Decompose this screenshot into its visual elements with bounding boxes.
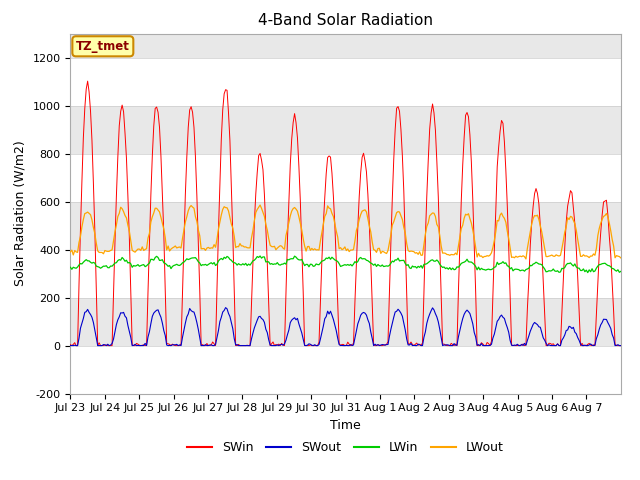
- Bar: [70, 154, 621, 202]
- LWout: [616, 253, 623, 259]
- Bar: [70, 346, 621, 394]
- SWout: [67, 343, 74, 348]
- SWin: [67, 342, 74, 348]
- X-axis label: Time: Time: [330, 419, 361, 432]
- Y-axis label: Solar Radiation (W/m2): Solar Radiation (W/m2): [14, 141, 27, 287]
- SWin: [84, 78, 92, 84]
- SWin: [68, 343, 76, 348]
- SWout: [614, 342, 622, 348]
- Text: TZ_tmet: TZ_tmet: [76, 40, 130, 53]
- Line: LWin: LWin: [70, 256, 621, 273]
- Bar: [70, 250, 621, 298]
- SWin: [543, 343, 551, 348]
- LWin: [617, 268, 625, 274]
- SWout: [460, 312, 468, 317]
- LWout: [460, 216, 468, 221]
- LWout: [351, 238, 359, 244]
- SWin: [461, 112, 469, 118]
- SWout: [85, 310, 93, 315]
- LWin: [102, 263, 110, 269]
- SWout: [102, 343, 110, 348]
- Title: 4-Band Solar Radiation: 4-Band Solar Radiation: [258, 13, 433, 28]
- LWin: [85, 258, 93, 264]
- SWin: [88, 137, 96, 143]
- LWin: [584, 270, 591, 276]
- LWin: [256, 253, 264, 259]
- Line: SWin: SWin: [70, 81, 621, 346]
- SWin: [617, 343, 625, 348]
- SWout: [351, 335, 359, 341]
- LWin: [542, 269, 550, 275]
- LWout: [85, 211, 93, 216]
- LWout: [543, 254, 551, 260]
- SWout: [617, 343, 625, 348]
- LWout: [102, 248, 110, 254]
- LWin: [460, 259, 468, 265]
- LWout: [256, 202, 264, 208]
- Line: LWout: LWout: [70, 205, 621, 259]
- LWin: [616, 269, 623, 275]
- SWin: [106, 343, 113, 348]
- SWout: [542, 340, 550, 346]
- SWin: [353, 263, 360, 268]
- LWin: [351, 259, 359, 264]
- Line: SWout: SWout: [70, 308, 621, 346]
- Legend: SWin, SWout, LWin, LWout: SWin, SWout, LWin, LWout: [182, 436, 509, 459]
- SWin: [616, 343, 623, 348]
- Bar: [70, 58, 621, 106]
- LWout: [617, 255, 625, 261]
- LWin: [67, 264, 74, 270]
- LWout: [522, 256, 530, 262]
- LWout: [67, 249, 74, 255]
- SWout: [222, 305, 230, 311]
